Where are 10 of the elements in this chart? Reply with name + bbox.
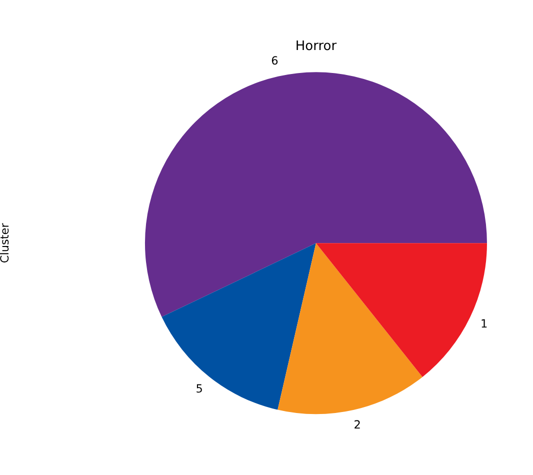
slice-label: 1: [480, 318, 488, 331]
slice-label: 2: [354, 418, 361, 432]
slice-label: 5: [196, 382, 203, 396]
pie-slice: [145, 72, 487, 317]
pie-slice: [278, 243, 422, 414]
chart-title: Horror: [295, 38, 338, 54]
slice-label: 6: [271, 54, 278, 68]
pie-slice: [316, 243, 487, 377]
text: Cluster: [0, 222, 12, 264]
pie-slice: [162, 243, 316, 410]
